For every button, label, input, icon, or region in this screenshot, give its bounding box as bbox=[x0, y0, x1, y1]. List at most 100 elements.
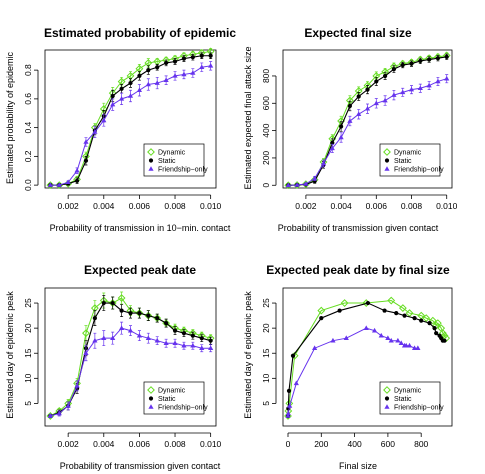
y-tick-label: 0.8 bbox=[23, 64, 33, 76]
data-point bbox=[394, 310, 399, 316]
data-point bbox=[387, 296, 396, 305]
y-tick-label: 15 bbox=[261, 348, 271, 358]
y-axis-label: Estimated day of epidemic peak bbox=[243, 291, 253, 419]
data-point bbox=[208, 338, 213, 343]
data-point bbox=[293, 181, 301, 189]
legend-label: Dynamic bbox=[394, 387, 422, 394]
data-point bbox=[155, 316, 160, 321]
legend-label: Dynamic bbox=[394, 149, 422, 156]
y-axis: 0 200 400 600 800 bbox=[261, 69, 277, 188]
data-point bbox=[312, 345, 318, 351]
data-point bbox=[208, 53, 213, 58]
data-point bbox=[74, 167, 80, 173]
legend-marker bbox=[147, 386, 155, 394]
data-point bbox=[137, 73, 142, 78]
legend-box bbox=[379, 381, 441, 415]
y-axis-label: Estimated day of epidemic peak bbox=[5, 291, 15, 419]
data-point bbox=[444, 75, 450, 81]
y-axis: 5 10 15 20 25 bbox=[23, 298, 39, 406]
data-point bbox=[373, 100, 379, 106]
x-tick-label: 0.006 bbox=[129, 201, 151, 211]
x-axis-label: Probability of transmission given contac… bbox=[60, 461, 221, 471]
data-point bbox=[363, 325, 369, 330]
data-point bbox=[127, 93, 134, 98]
data-point bbox=[329, 145, 335, 151]
y-tick-label: 200 bbox=[261, 151, 271, 165]
data-point bbox=[442, 338, 447, 343]
data-point bbox=[83, 350, 89, 356]
chart-title: Expected peak date by final size bbox=[266, 263, 450, 277]
data-point bbox=[285, 182, 291, 188]
x-axis: 0.002 0.004 0.006 0.008 0.010 bbox=[58, 194, 222, 211]
data-point bbox=[382, 97, 388, 103]
data-point bbox=[128, 310, 133, 316]
legend-marker bbox=[383, 386, 391, 394]
x-tick-label: 0.004 bbox=[93, 201, 115, 211]
data-point bbox=[208, 63, 214, 68]
data-point bbox=[190, 333, 195, 338]
data-point bbox=[385, 335, 391, 340]
legend-label: Friendship−only bbox=[158, 166, 208, 173]
series-friendship-only bbox=[285, 325, 421, 418]
data-point bbox=[347, 118, 353, 123]
series-friendship-only bbox=[285, 74, 450, 188]
data-point bbox=[181, 342, 187, 348]
x-tick-label: 800 bbox=[414, 439, 428, 449]
data-point bbox=[391, 92, 397, 97]
x-tick-label: 0.008 bbox=[164, 439, 186, 449]
x-tick-label: 400 bbox=[348, 439, 362, 449]
legend-label: Friendship−only bbox=[394, 404, 444, 411]
data-point bbox=[287, 403, 293, 408]
data-point bbox=[382, 308, 387, 313]
data-point bbox=[117, 294, 126, 302]
legend-label: Static bbox=[394, 396, 412, 403]
legend-box bbox=[143, 381, 205, 415]
data-point bbox=[391, 67, 397, 72]
x-tick-label: 0.008 bbox=[164, 201, 186, 211]
legend-marker bbox=[384, 404, 390, 409]
data-point bbox=[128, 80, 133, 86]
legend-label: Friendship−only bbox=[158, 404, 208, 411]
y-tick-label: 10 bbox=[261, 373, 271, 383]
data-point bbox=[408, 86, 415, 92]
data-point bbox=[136, 87, 143, 93]
data-point bbox=[356, 94, 361, 99]
data-point bbox=[92, 316, 97, 321]
data-point bbox=[146, 68, 151, 73]
panel-expected-final-size: Expected final size Estimated expected f… bbox=[243, 26, 458, 233]
x-tick-label: 0.008 bbox=[401, 201, 423, 211]
data-point bbox=[438, 329, 447, 338]
data-point bbox=[338, 124, 344, 129]
x-tick-label: 0 bbox=[286, 439, 291, 449]
data-point bbox=[284, 181, 293, 190]
data-point bbox=[82, 329, 90, 338]
data-point bbox=[426, 82, 432, 88]
data-point bbox=[163, 77, 169, 82]
data-point bbox=[110, 93, 115, 99]
data-point bbox=[418, 58, 423, 64]
data-point bbox=[190, 55, 195, 60]
data-point bbox=[428, 316, 437, 325]
x-tick-label: 0.004 bbox=[330, 201, 352, 211]
data-point bbox=[411, 345, 418, 351]
data-point bbox=[417, 85, 423, 91]
y-axis: 0.0 0.2 0.4 0.6 0.8 bbox=[23, 64, 39, 191]
data-point bbox=[145, 81, 151, 87]
data-point bbox=[293, 380, 299, 386]
series-friendship-only bbox=[47, 321, 214, 418]
data-point bbox=[290, 353, 296, 358]
data-point bbox=[400, 62, 405, 68]
plot-frame bbox=[282, 287, 453, 427]
legend-label: Dynamic bbox=[158, 387, 186, 394]
x-axis-label: Probability of transmission in 10−min. c… bbox=[50, 223, 231, 233]
x-tick-label: 0.002 bbox=[295, 201, 317, 211]
data-point bbox=[383, 73, 388, 79]
legend-label: Static bbox=[394, 158, 412, 165]
data-point bbox=[101, 335, 107, 340]
legend-label: Static bbox=[158, 396, 176, 403]
data-point bbox=[330, 337, 336, 343]
